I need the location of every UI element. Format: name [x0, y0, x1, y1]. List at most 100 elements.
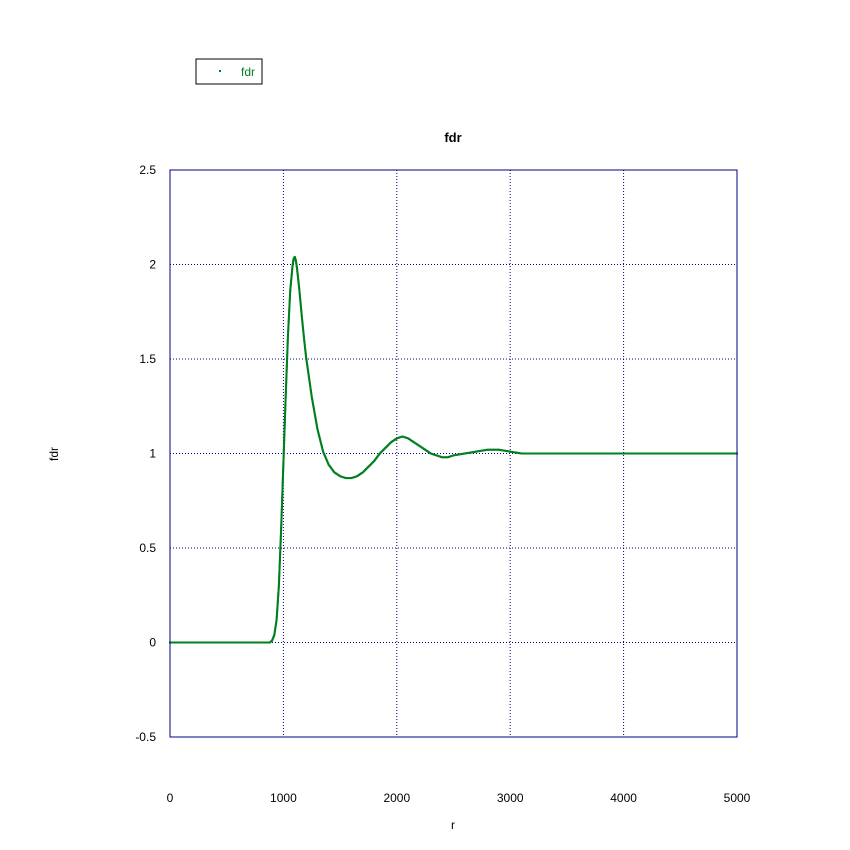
- data-point: [185, 641, 188, 644]
- data-point: [171, 641, 174, 644]
- data-point: [172, 641, 175, 644]
- data-point: [288, 312, 291, 315]
- data-point: [324, 457, 327, 460]
- data-point: [280, 511, 283, 514]
- data-point: [256, 641, 259, 644]
- data-point: [693, 452, 696, 455]
- data-point: [278, 565, 281, 568]
- data-point: [279, 547, 282, 549]
- data-point: [284, 404, 287, 407]
- data-point: [288, 305, 291, 308]
- data-point: [562, 452, 565, 455]
- data-point: [284, 396, 287, 399]
- data-point: [243, 641, 246, 644]
- data-point: [275, 622, 278, 625]
- x-tick-label: 3000: [497, 791, 524, 805]
- data-point: [288, 310, 291, 313]
- data-point: [302, 334, 305, 337]
- data-point: [504, 449, 507, 452]
- data-point: [659, 452, 662, 455]
- data-point: [186, 641, 189, 644]
- legend-label-fdr: fdr: [241, 65, 255, 79]
- data-point: [281, 489, 284, 492]
- data-point: [286, 343, 289, 346]
- data-point: [282, 467, 285, 470]
- y-axis-label: fdr: [47, 447, 61, 461]
- data-point: [273, 632, 276, 635]
- data-point: [321, 449, 324, 452]
- data-point: [246, 641, 249, 644]
- data-point: [682, 452, 685, 455]
- data-point: [469, 451, 472, 454]
- data-point: [494, 448, 497, 451]
- data-point: [354, 475, 357, 478]
- data-point: [299, 299, 302, 302]
- data-point: [594, 452, 597, 455]
- data-point: [406, 437, 409, 439]
- data-point: [290, 272, 293, 275]
- data-point: [554, 452, 557, 455]
- data-point: [304, 349, 307, 352]
- data-point: [309, 386, 312, 389]
- data-point: [694, 452, 697, 455]
- data-point: [277, 584, 280, 587]
- data-point: [286, 354, 289, 357]
- data-point: [316, 425, 319, 428]
- data-point: [512, 451, 515, 454]
- data-point: [302, 330, 305, 333]
- data-point: [326, 460, 329, 463]
- data-point: [398, 436, 401, 439]
- data-point: [342, 476, 345, 479]
- data-point: [179, 641, 182, 644]
- x-tick-label: 1000: [270, 791, 297, 805]
- data-point: [287, 330, 290, 333]
- y-tick-label: 0: [149, 636, 156, 650]
- data-point: [301, 319, 304, 322]
- data-point: [285, 372, 288, 375]
- data-point: [318, 437, 321, 439]
- data-point: [550, 452, 553, 455]
- data-point: [285, 362, 288, 365]
- data-point: [700, 452, 703, 455]
- data-point: [460, 453, 463, 456]
- data-point: [312, 403, 315, 406]
- data-point: [287, 334, 289, 337]
- data-point: [677, 452, 680, 455]
- data-point: [282, 473, 284, 476]
- data-point: [277, 582, 280, 585]
- data-point: [282, 459, 285, 462]
- data-point: [523, 452, 526, 455]
- data-point: [300, 309, 303, 312]
- data-point: [601, 452, 604, 455]
- data-point: [327, 462, 330, 465]
- data-point: [628, 452, 631, 455]
- data-point: [607, 452, 610, 455]
- data-point: [703, 452, 706, 455]
- data-point: [312, 407, 315, 410]
- data-point: [287, 322, 290, 325]
- data-point: [303, 342, 306, 345]
- data-point: [195, 641, 198, 644]
- data-point: [298, 295, 301, 298]
- data-point: [313, 413, 316, 416]
- data-point: [531, 452, 534, 455]
- data-point: [309, 389, 312, 392]
- data-point: [716, 452, 719, 455]
- data-point: [308, 382, 311, 385]
- data-point: [626, 452, 629, 455]
- data-point: [474, 450, 477, 453]
- data-point: [613, 452, 616, 455]
- data-point: [316, 426, 319, 429]
- data-point: [276, 609, 279, 612]
- data-point: [289, 288, 292, 291]
- data-point: [630, 452, 633, 455]
- data-point: [311, 398, 314, 401]
- data-point: [297, 278, 300, 281]
- data-point: [699, 452, 701, 455]
- data-point: [279, 536, 282, 539]
- data-point: [296, 268, 299, 271]
- data-point: [283, 440, 286, 443]
- data-point: [290, 277, 293, 280]
- data-point: [279, 531, 282, 534]
- data-point: [442, 456, 445, 459]
